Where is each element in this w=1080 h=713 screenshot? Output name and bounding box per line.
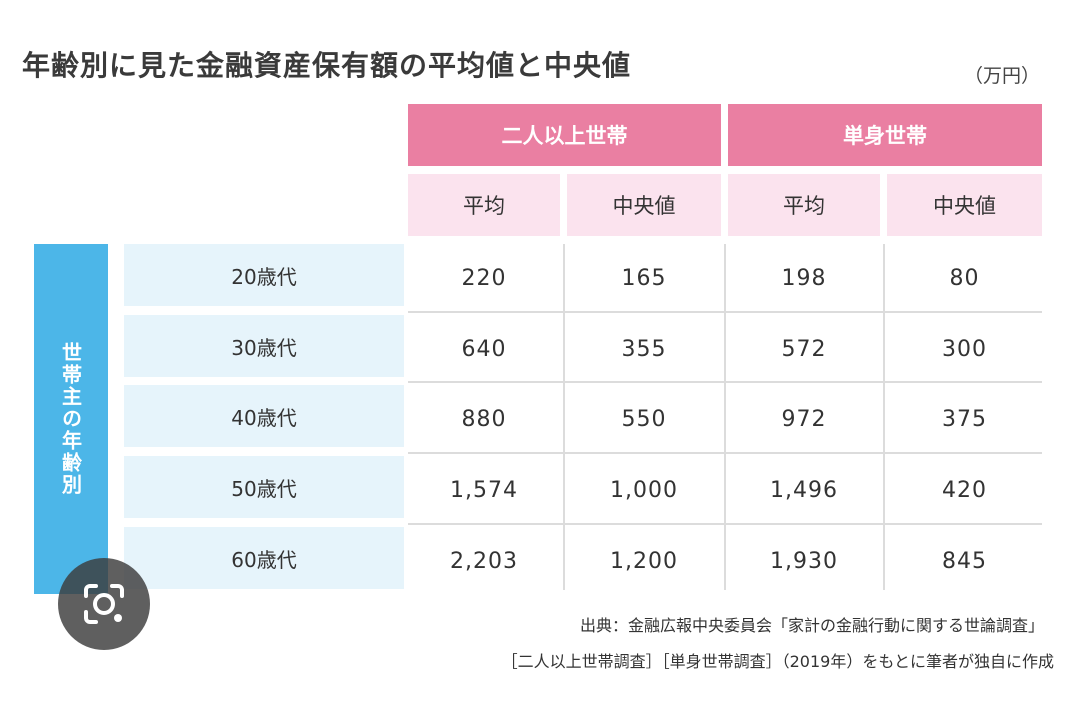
- table-cell: 375: [942, 406, 987, 432]
- col-header-multi-median: 中央値: [567, 174, 721, 236]
- group-header-single: 単身世帯: [728, 104, 1042, 166]
- side-label-text: 世帯主の年齢別: [58, 342, 83, 496]
- col-header-single-median: 中央値: [887, 174, 1042, 236]
- table-cell: 845: [942, 548, 987, 574]
- source-line-1: 出典：金融広報中央委員会「家計の金融行動に関する世論調査」: [579, 616, 1044, 635]
- source-line-2: ［二人以上世帯調査］［単身世帯調査］（2019年）をもとに筆者が独自に作成: [501, 652, 1054, 671]
- table-cell: 80: [949, 265, 980, 291]
- table-cell: 165: [621, 265, 667, 291]
- table-cell: 2,203: [450, 548, 518, 574]
- column-divider: [883, 244, 885, 590]
- table-cell: 1,496: [770, 477, 838, 503]
- row-label: 50歳代: [124, 456, 404, 518]
- table-cell: 880: [461, 406, 507, 432]
- column-divider: [724, 244, 726, 590]
- col-header-single-average: 平均: [728, 174, 880, 236]
- table-cell: 198: [781, 265, 827, 291]
- row-label: 40歳代: [124, 385, 404, 447]
- table-cell: 572: [781, 336, 827, 362]
- lens-icon[interactable]: [58, 558, 150, 650]
- table-cell: 550: [621, 406, 667, 432]
- row-label: 60歳代: [124, 527, 404, 589]
- table-cell: 640: [461, 336, 507, 362]
- table-cell: 300: [942, 336, 987, 362]
- table-cell: 355: [621, 336, 667, 362]
- table-cell: 420: [942, 477, 987, 503]
- row-label: 30歳代: [124, 315, 404, 377]
- table-cell: 1,200: [610, 548, 678, 574]
- column-divider: [563, 244, 565, 590]
- chart-title: 年齢別に見た金融資産保有額の平均値と中央値: [22, 49, 632, 82]
- table-cell: 1,930: [770, 548, 838, 574]
- row-label: 20歳代: [124, 244, 404, 306]
- col-header-multi-average: 平均: [408, 174, 560, 236]
- side-label: 世帯主の年齢別: [34, 244, 108, 594]
- table-cell: 220: [461, 265, 507, 291]
- table-cell: 1,000: [610, 477, 678, 503]
- group-header-multi: 二人以上世帯: [408, 104, 721, 166]
- table-cell: 1,574: [450, 477, 518, 503]
- table-cell: 972: [781, 406, 827, 432]
- unit-label: （万円）: [964, 65, 1041, 87]
